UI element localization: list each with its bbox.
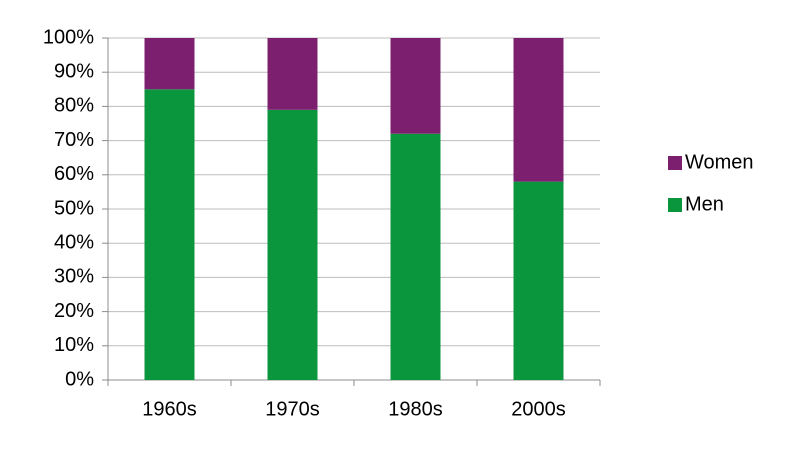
bar-segment: [144, 89, 195, 381]
bar-segment: [390, 38, 441, 134]
y-tick-label: 50%: [54, 197, 94, 219]
y-tick-label: 80%: [54, 95, 94, 117]
y-tick-label: 30%: [54, 266, 94, 288]
y-tick-label: 20%: [54, 300, 94, 322]
y-tick-label: 10%: [54, 334, 94, 356]
legend-swatch: [668, 198, 682, 212]
legend-label: Men: [685, 193, 724, 215]
x-tick-label: 1970s: [265, 398, 320, 420]
y-tick-label: 70%: [54, 129, 94, 151]
y-tick-label: 40%: [54, 231, 94, 253]
bar-segment: [267, 38, 318, 110]
bar-segment: [267, 109, 318, 380]
bar-segment: [513, 181, 564, 380]
legend-label: Women: [685, 151, 754, 173]
y-tick-label: 90%: [54, 60, 94, 82]
y-tick-label: 60%: [54, 163, 94, 185]
bar-segment: [144, 38, 195, 90]
bar-segment: [513, 38, 564, 182]
x-tick-label: 1980s: [388, 398, 443, 420]
bar-segment: [390, 133, 441, 380]
x-tick-label: 1960s: [142, 398, 197, 420]
y-tick-label: 0%: [65, 368, 94, 390]
y-tick-label: 100%: [43, 26, 94, 48]
legend-swatch: [668, 156, 682, 170]
x-tick-label: 2000s: [511, 398, 566, 420]
